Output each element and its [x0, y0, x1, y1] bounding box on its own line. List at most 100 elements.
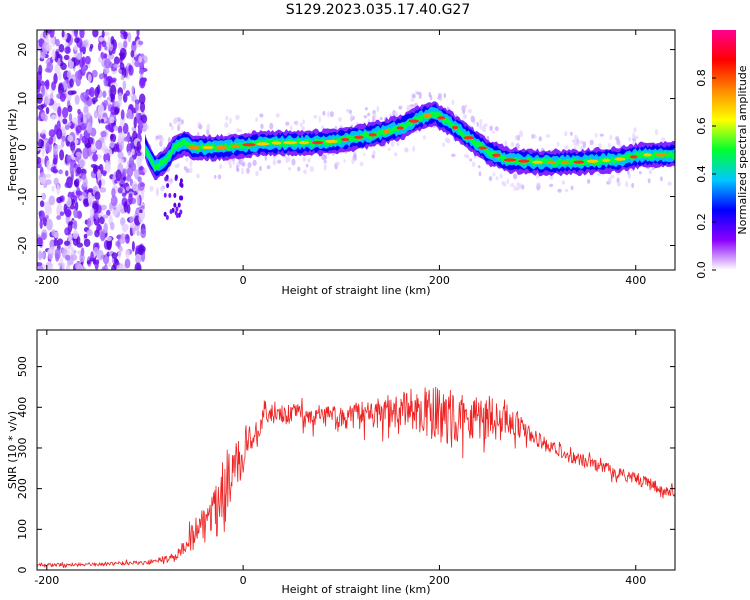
ridge-scatter	[241, 167, 244, 175]
noise-blob	[94, 261, 99, 270]
noise-blob	[70, 246, 75, 257]
ridge-scatter	[513, 185, 518, 191]
noise-blob	[131, 181, 138, 192]
noise-blob	[80, 173, 87, 180]
noise-blob	[46, 218, 53, 231]
ridge-hotspot	[230, 144, 240, 148]
noise-blob	[100, 130, 107, 138]
ridge-scatter	[463, 154, 468, 158]
noise-blob	[65, 170, 69, 177]
ridge-scatter	[177, 122, 182, 127]
ridge-scatter	[177, 117, 182, 123]
colorbar-tick-label: 0.2	[695, 213, 708, 231]
noise-blob	[97, 42, 102, 52]
ridge-scatter	[160, 137, 164, 142]
ridge-scatter	[607, 177, 612, 184]
ridge-scatter	[549, 183, 554, 188]
noise-blob	[63, 80, 67, 90]
ridge-hotspot	[614, 157, 626, 161]
noise-blob	[103, 99, 109, 107]
ridge-scatter	[571, 139, 575, 143]
ridge-scatter	[648, 169, 653, 175]
noise-blob	[122, 93, 128, 103]
ridge-scatter	[488, 176, 493, 182]
noise-blob	[56, 196, 63, 204]
colorbar-tick-label: 0.0	[695, 261, 708, 279]
noise-blob	[117, 187, 123, 194]
ridge-hotspot	[242, 143, 256, 147]
ridge-scatter	[285, 121, 290, 126]
noise-blob	[86, 260, 91, 265]
ridge-scatter	[275, 113, 280, 118]
noise-blob	[123, 40, 128, 49]
noise-blob	[62, 262, 66, 270]
ridge-scatter	[429, 94, 433, 101]
noise-blob	[103, 31, 110, 37]
spectrogram-y-tick-label: -10	[16, 188, 29, 206]
snr-y-ticks: 0 100 200 300 400 500	[16, 356, 675, 574]
ridge-scatter	[338, 117, 343, 122]
noise-blob	[135, 255, 142, 265]
noise-blob	[73, 179, 78, 186]
ridge-scatter	[634, 135, 639, 140]
noise-blob	[76, 53, 82, 61]
ridge-scatter	[462, 110, 466, 114]
noise-blob	[101, 266, 107, 270]
colorbar: 0.0 0.2 0.4 0.6 0.8 Normalized spectral ampl…	[695, 30, 749, 279]
ridge-scatter	[313, 114, 318, 119]
ridge-hotspot	[655, 153, 667, 157]
noise-blob	[39, 219, 43, 230]
noise-blob	[86, 217, 92, 228]
ridge-scatter	[376, 105, 380, 113]
spectrogram-ridge	[145, 101, 675, 221]
ridge-scatter	[206, 123, 211, 131]
noise-blob	[93, 216, 100, 226]
ridge-scatter	[318, 116, 321, 123]
ridge-scatter	[615, 136, 620, 141]
noise-blob	[74, 94, 80, 105]
noise-blob	[138, 68, 145, 75]
noise-blob	[71, 117, 79, 124]
ridge-hotspot	[256, 142, 270, 146]
spectrogram-x-ticks: -200 0 200 400	[34, 30, 646, 287]
ridge-scatter	[238, 129, 243, 133]
ridge-scatter	[483, 123, 488, 127]
ridge-scatter	[510, 183, 515, 188]
ridge-hook-blob	[173, 192, 177, 198]
noise-blob	[41, 232, 47, 241]
ridge-scatter	[557, 188, 562, 193]
ridge-scatter	[404, 147, 409, 153]
noise-blob	[82, 98, 87, 103]
colorbar-label: Normalized spectral amplitude	[736, 65, 749, 234]
noise-blob	[119, 54, 125, 61]
noise-blob	[123, 136, 131, 142]
noise-blob	[80, 247, 85, 257]
ridge-hotspot	[478, 146, 487, 150]
snr-x-ticks: -200 0 200 400	[34, 330, 646, 587]
noise-blob	[113, 56, 120, 66]
noise-blob	[139, 209, 143, 214]
ridge-scatter	[473, 155, 477, 159]
noise-blob	[90, 251, 94, 262]
noise-blob	[53, 73, 58, 85]
ridge-scatter	[252, 159, 257, 167]
noise-blob	[125, 90, 130, 97]
noise-blob	[111, 188, 116, 198]
colorbar-gradient	[712, 30, 736, 270]
noise-blob	[115, 169, 122, 182]
ridge-scatter	[443, 93, 447, 99]
ridge-scatter	[264, 154, 267, 162]
ridge-hotspot	[561, 160, 569, 164]
ridge-band-layer	[145, 106, 675, 173]
ridge-scatter	[247, 162, 252, 168]
ridge-scatter	[569, 131, 573, 136]
ridge-scatter	[229, 117, 232, 124]
ridge-scatter	[170, 124, 174, 131]
ridge-scatter	[633, 127, 637, 133]
ridge-scatter	[632, 132, 635, 139]
noise-blob	[56, 120, 61, 132]
noise-blob	[102, 90, 107, 98]
noise-blob	[48, 129, 56, 138]
noise-blob	[45, 173, 51, 179]
colorbar-tick-label: 0.6	[695, 117, 708, 135]
